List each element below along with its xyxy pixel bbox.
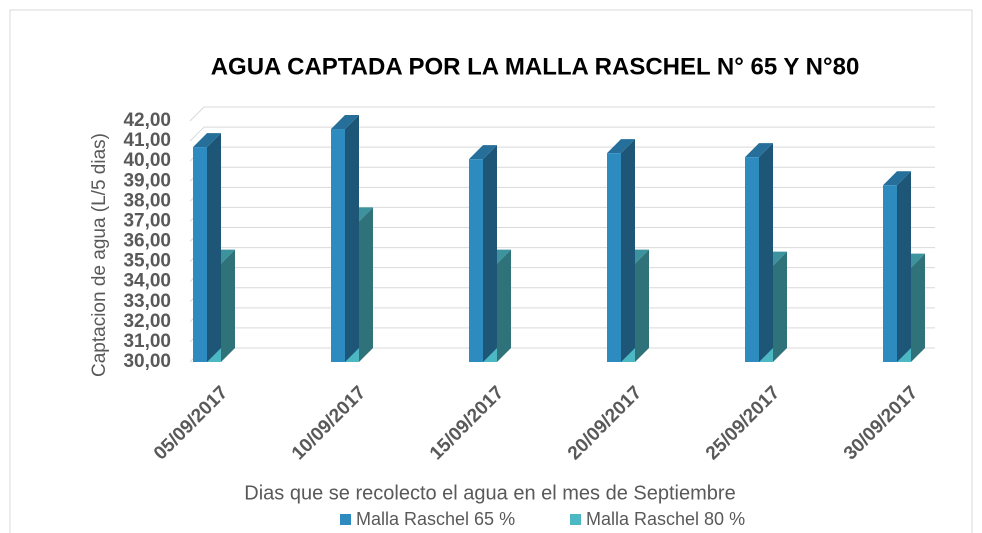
- bar-top: [469, 145, 497, 160]
- bar-side: [759, 143, 773, 362]
- legend-label: Malla Raschel 80 %: [586, 509, 745, 529]
- grid-line: [189, 106, 935, 122]
- y-axis-label: Captacion de agua (L/5 dias): [89, 133, 110, 377]
- y-tick-label: 30,00: [123, 351, 171, 372]
- y-tick-label: 40,00: [123, 150, 171, 171]
- legend-swatch: [570, 514, 581, 525]
- bar-3d: [745, 143, 773, 362]
- bar-top: [193, 133, 221, 148]
- bar-3d: [883, 171, 911, 362]
- bar-side: [911, 253, 925, 362]
- bar: [745, 157, 759, 362]
- legend-swatch: [340, 514, 351, 525]
- bar-side: [483, 145, 497, 362]
- y-tick-label: 34,00: [123, 271, 171, 292]
- bar-side: [621, 139, 635, 362]
- y-tick-label: 35,00: [123, 251, 171, 272]
- bar-3d: [607, 139, 635, 362]
- bar-top: [331, 115, 359, 130]
- bar-side: [345, 115, 359, 363]
- bar: [883, 185, 897, 362]
- bar-3d: [193, 133, 221, 362]
- y-tick-label: 31,00: [123, 331, 171, 352]
- y-tick-label: 38,00: [123, 190, 171, 211]
- bar-side: [635, 249, 649, 362]
- bar: [469, 159, 483, 362]
- y-tick-label: 36,00: [123, 231, 171, 252]
- y-tick-label: 42,00: [123, 110, 171, 131]
- bar-side: [207, 133, 221, 362]
- y-tick-label: 33,00: [123, 291, 171, 312]
- x-axis-label: Dias que se recolecto el agua en el mes …: [244, 482, 735, 504]
- chart-title: AGUA CAPTADA POR LA MALLA RASCHEL N° 65 …: [211, 53, 860, 80]
- bar: [607, 153, 621, 362]
- legend-label: Malla Raschel 65 %: [356, 509, 515, 529]
- bar-side: [221, 249, 235, 362]
- bar-top: [883, 171, 911, 186]
- y-tick-label: 41,00: [123, 130, 171, 151]
- bar-side: [359, 207, 373, 362]
- bar-3d: [469, 145, 497, 362]
- bar-3d: [331, 115, 359, 363]
- bar-side: [773, 251, 787, 362]
- y-tick-label: 37,00: [123, 210, 171, 231]
- y-tick-label: 32,00: [123, 311, 171, 332]
- bar-side: [497, 249, 511, 362]
- bar-top: [607, 139, 635, 154]
- bar-top: [745, 143, 773, 158]
- bar: [331, 129, 345, 362]
- y-tick-label: 39,00: [123, 170, 171, 191]
- bar: [193, 147, 207, 362]
- grid-line: [189, 126, 935, 142]
- bar-side: [897, 171, 911, 362]
